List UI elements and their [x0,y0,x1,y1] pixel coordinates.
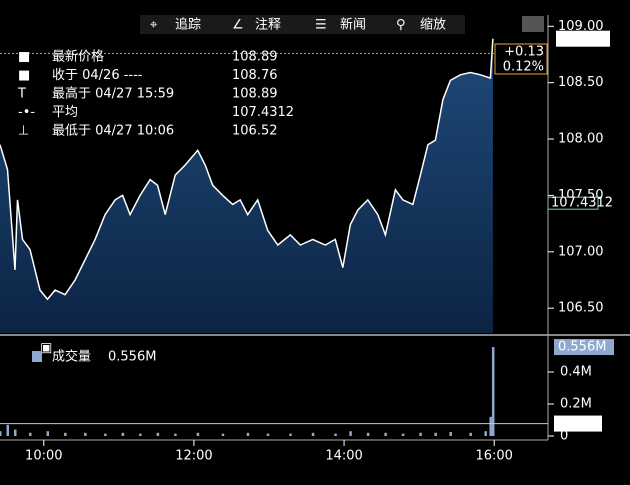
y-tick-label: 107.00 [558,244,604,259]
volume-bar [174,433,177,436]
volume-bar [266,433,270,436]
toolbar-button[interactable]: 缩放 [420,17,446,33]
price-tag-bg [556,30,610,47]
volume-bar [334,433,337,436]
volume-bar [419,432,422,436]
y-tick-label: 0.2M [560,397,592,412]
legend-label: 平均 [52,105,78,120]
legend-icon: -•- [18,105,35,120]
price-area [0,38,493,333]
legend-label: 最新价格 [52,49,104,65]
volume-bar [484,431,487,436]
icon: ⚲ [396,18,406,33]
legend-value: 108.76 [232,68,278,83]
icon: ⌖ [150,18,158,33]
volume-bar [0,431,2,436]
menu-button[interactable] [522,16,544,32]
volume-bar [156,432,160,436]
volume-tag: 0.556M [558,340,606,355]
x-tick-label: 12:00 [175,449,212,464]
plot [0,38,494,333]
volume-bar [434,432,437,436]
volume-bar [29,432,32,436]
volume-bar [121,432,125,436]
volume-bar [489,416,492,436]
change-pct: 0.12% [503,60,544,75]
price-line [0,38,494,301]
volume-bar [449,432,452,436]
y-tick-label: 106.50 [558,301,604,316]
volume-avg-tag-bg [554,415,602,432]
volume-bar [14,429,17,436]
volume-bar [349,431,352,436]
legend-value: 108.89 [232,87,278,102]
icon: ∠ [232,18,244,33]
toolbar [140,15,465,34]
legend [5,46,313,148]
panel-value: 0.556M [108,350,156,365]
volume-bar [46,431,50,436]
y-tick-label: 0 [560,429,568,444]
volume-bar [311,432,315,436]
volume-bar [491,347,495,436]
volume-avg-tag: 77670 [558,416,599,431]
volume-bar [366,432,370,436]
y-tick-label: 108.50 [558,75,604,90]
volume-bar [384,432,387,436]
volume-bar [469,432,472,436]
legend-icon: T [17,87,26,102]
legend-value: 106.52 [232,124,278,139]
y-tick-label: 109.00 [558,19,604,34]
avg-tag: 107.4312 [551,196,613,211]
toolbar-button[interactable]: 追踪 [175,17,201,33]
legend-label: 最低于 04/27 10:06 [52,124,174,139]
legend-icon: ■ [18,68,30,83]
change-tag-bg [494,43,548,75]
toolbar-button[interactable]: 注释 [255,18,281,33]
volume-bar [139,433,142,436]
x-tick-label: 14:00 [325,449,362,464]
toolbar-button[interactable]: 新闻 [340,17,366,33]
x-tick-label: 16:00 [475,449,512,464]
x-tick-label: 10:00 [25,449,62,464]
volume-bar [84,432,87,436]
y-tick-label: 108.00 [558,132,604,147]
volume-bar [104,433,107,436]
legend-swatch [32,351,42,362]
volume-bar [401,433,405,436]
legend-label: 收于 04/26 ---- [52,68,143,83]
volume-bar [196,432,200,436]
volume-bar [6,424,10,436]
legend-value: 108.89 [232,50,278,65]
legend-label: 最高于 04/27 15:59 [52,86,174,102]
legend-icon: ⊥ [18,124,29,139]
y-tick-label: 0.4M [560,365,592,380]
panel-title: 成交量 [52,349,91,365]
price-tag: 108.89 [560,31,606,46]
volume-bar [289,433,292,436]
icon: ☰ [315,18,327,33]
legend-value: 107.4312 [232,105,294,120]
volume-bar [246,432,250,436]
change-abs: +0.13 [504,45,544,60]
panel-box: ▣ [40,341,52,356]
legend-icon: ■ [18,50,30,65]
avg-tag-bg [547,196,599,210]
volume-bar [64,432,67,436]
volume-bar [221,433,225,436]
volume-tag-bg [554,339,614,356]
